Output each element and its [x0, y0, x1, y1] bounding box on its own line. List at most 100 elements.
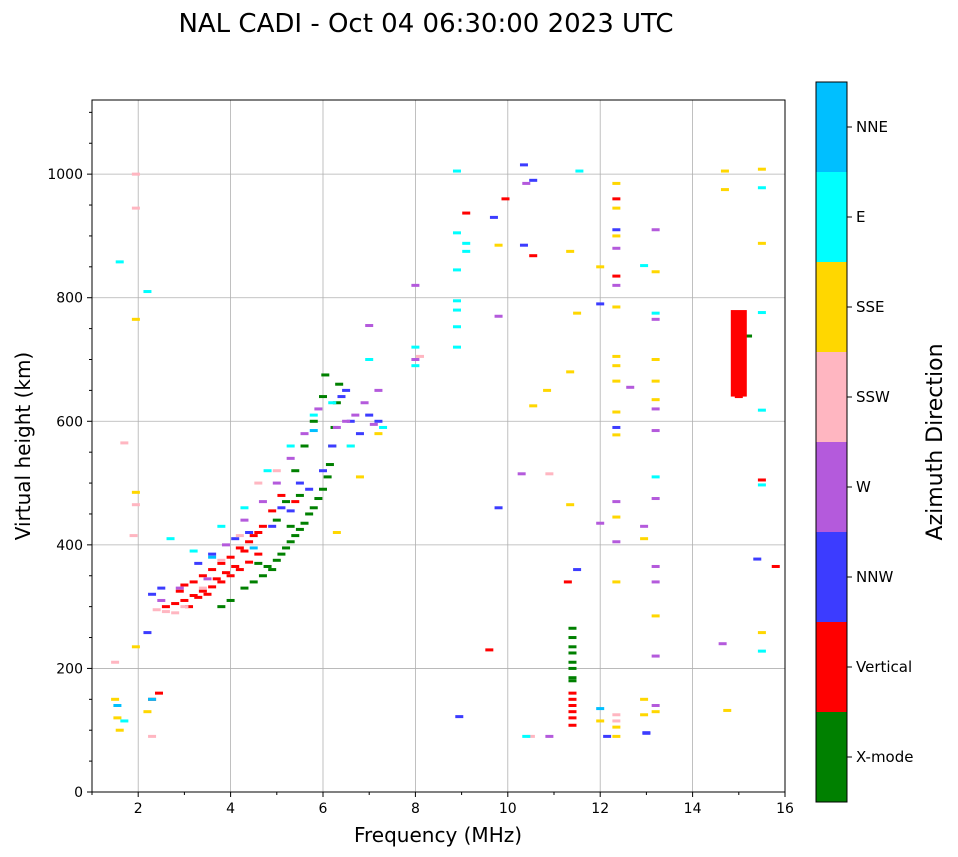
data-point — [328, 444, 337, 448]
data-point — [494, 506, 503, 510]
data-point — [612, 354, 621, 358]
data-point — [226, 598, 235, 602]
data-point — [131, 503, 140, 507]
colorbar-label: W — [856, 478, 871, 496]
data-point — [568, 676, 577, 680]
data-point — [115, 728, 124, 732]
data-point — [212, 577, 221, 581]
data-point — [612, 197, 621, 201]
data-point — [596, 719, 605, 723]
data-point — [612, 540, 621, 544]
data-point — [272, 518, 281, 522]
data-point — [198, 586, 207, 590]
data-point — [744, 334, 753, 338]
data-point — [305, 512, 314, 516]
series-x-mode — [217, 334, 753, 683]
data-point — [355, 475, 364, 479]
data-point — [148, 697, 157, 701]
data-point — [642, 731, 651, 735]
data-point — [596, 521, 605, 525]
data-point — [651, 710, 660, 714]
data-point — [723, 708, 732, 712]
data-point — [568, 691, 577, 695]
data-point — [519, 243, 528, 247]
data-point — [651, 580, 660, 584]
data-point — [332, 401, 341, 405]
data-point — [612, 719, 621, 723]
data-point — [240, 506, 249, 510]
data-point — [258, 500, 267, 504]
data-point — [217, 561, 226, 565]
data-point — [171, 611, 180, 615]
data-point — [452, 299, 461, 303]
data-point — [568, 716, 577, 720]
series-w — [157, 181, 727, 738]
data-point — [263, 469, 272, 473]
data-point — [282, 546, 291, 550]
data-point — [198, 574, 207, 578]
data-point — [757, 631, 766, 635]
data-point — [568, 723, 577, 727]
data-point — [208, 585, 217, 589]
data-point — [131, 206, 140, 210]
y-tick-label: 800 — [56, 291, 83, 307]
data-point — [245, 560, 254, 564]
data-point — [529, 178, 538, 182]
data-point — [240, 586, 249, 590]
data-point — [753, 557, 762, 561]
data-point — [568, 704, 577, 707]
data-point — [194, 561, 203, 565]
data-point — [573, 568, 582, 572]
x-tick-label: 10 — [499, 801, 517, 817]
data-point — [566, 249, 575, 253]
data-point — [651, 564, 660, 568]
data-point — [365, 413, 374, 417]
data-point — [272, 558, 281, 562]
data-point — [342, 388, 351, 392]
data-point — [309, 506, 318, 510]
data-point — [319, 487, 327, 491]
data-point — [517, 472, 526, 476]
data-point — [757, 478, 766, 482]
data-point — [194, 595, 203, 599]
data-point — [157, 586, 166, 590]
series-ssw — [111, 172, 621, 738]
data-point — [208, 555, 217, 559]
data-point — [208, 568, 217, 572]
data-point — [203, 577, 212, 581]
data-point — [325, 463, 334, 467]
data-point — [249, 580, 258, 584]
data-point — [221, 571, 230, 575]
data-point — [282, 500, 291, 504]
data-point — [240, 549, 249, 553]
data-point — [332, 531, 341, 534]
colorbar-segment — [816, 532, 847, 622]
data-point — [189, 594, 198, 598]
data-point — [226, 555, 235, 559]
data-point — [263, 564, 272, 568]
data-point — [328, 401, 337, 405]
data-point — [189, 549, 198, 553]
data-point — [612, 274, 621, 278]
data-point — [131, 645, 140, 649]
data-point — [291, 534, 300, 538]
data-point — [494, 314, 503, 318]
data-point — [374, 419, 383, 423]
data-point — [113, 716, 122, 720]
colorbar-segment — [816, 82, 847, 172]
data-point — [143, 290, 152, 294]
data-point — [217, 605, 226, 609]
data-point — [286, 540, 295, 544]
data-point — [113, 704, 122, 707]
data-point — [231, 564, 240, 568]
data-point — [365, 358, 374, 361]
x-tick-label: 2 — [134, 801, 143, 817]
data-point — [485, 648, 494, 652]
data-point — [157, 598, 166, 602]
data-point — [374, 432, 383, 436]
data-point — [249, 546, 258, 550]
data-point — [494, 243, 503, 247]
data-point — [411, 283, 420, 287]
data-point — [314, 407, 323, 411]
data-point — [545, 734, 554, 738]
